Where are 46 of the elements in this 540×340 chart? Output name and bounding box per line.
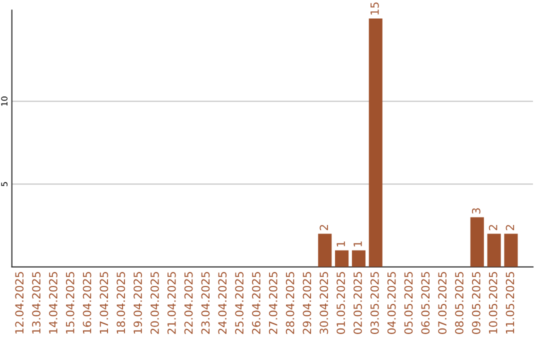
x-tick-label: 23.04.2025 bbox=[201, 272, 210, 334]
x-tick-label: 28.04.2025 bbox=[286, 272, 294, 334]
x-tick-label: 21.04.2025 bbox=[167, 272, 176, 334]
x-tick-label: 29.04.2025 bbox=[302, 272, 312, 334]
x-tick-label: 03.05.2025 bbox=[370, 272, 379, 334]
data-label: 2 bbox=[488, 225, 498, 230]
x-tick-label: 19.04.2025 bbox=[134, 272, 142, 334]
x-tick-label: 08.05.2025 bbox=[455, 272, 464, 334]
x-tick-label: 12.04.2025 bbox=[15, 272, 24, 334]
data-label: 2 bbox=[320, 225, 328, 230]
x-tick-label: 22.04.2025 bbox=[184, 272, 193, 334]
y-tick-label: 10 bbox=[1, 96, 8, 106]
x-tick-label: 16.04.2025 bbox=[82, 272, 92, 334]
x-tick-label: 13.04.2025 bbox=[32, 272, 40, 334]
x-tick-label: 04.05.2025 bbox=[387, 272, 396, 334]
x-tick-label: 01.05.2025 bbox=[336, 272, 346, 334]
bar bbox=[368, 18, 382, 267]
x-tick-label: 07.05.2025 bbox=[438, 272, 447, 334]
x-tick-label: 15.04.2025 bbox=[66, 272, 74, 334]
x-tick-label: 05.05.2025 bbox=[404, 272, 413, 334]
bar bbox=[470, 217, 484, 267]
x-tick-label: 27.04.2025 bbox=[268, 272, 278, 334]
bar bbox=[335, 250, 349, 267]
x-tick-label: 09.05.2025 bbox=[472, 272, 480, 334]
data-label: 2 bbox=[506, 225, 514, 230]
x-tick-label: 17.04.2025 bbox=[100, 272, 108, 334]
x-tick-label: 10.05.2025 bbox=[488, 272, 498, 334]
x-tick-label: 11.05.2025 bbox=[506, 272, 514, 334]
x-tick-label: 18.04.2025 bbox=[116, 272, 126, 334]
y-tick-label: 5 bbox=[1, 182, 8, 186]
x-tick-label: 25.04.2025 bbox=[235, 272, 244, 334]
data-label: 3 bbox=[472, 208, 480, 214]
x-tick-label: 20.04.2025 bbox=[150, 272, 159, 334]
x-tick-label: 26.04.2025 bbox=[252, 272, 260, 334]
data-label: 1 bbox=[336, 242, 345, 246]
x-tick-label: 30.04.2025 bbox=[320, 272, 328, 334]
bar bbox=[318, 234, 332, 267]
data-label: 1 bbox=[354, 242, 362, 246]
x-tick-label: 02.05.2025 bbox=[354, 272, 362, 334]
x-tick-label: 06.05.2025 bbox=[421, 272, 430, 334]
data-label: 15 bbox=[370, 2, 379, 14]
bar bbox=[504, 234, 518, 267]
x-tick-label: 14.04.2025 bbox=[48, 272, 58, 334]
bar bbox=[352, 250, 366, 267]
x-tick-label: 24.04.2025 bbox=[218, 272, 227, 334]
bar bbox=[487, 234, 501, 267]
